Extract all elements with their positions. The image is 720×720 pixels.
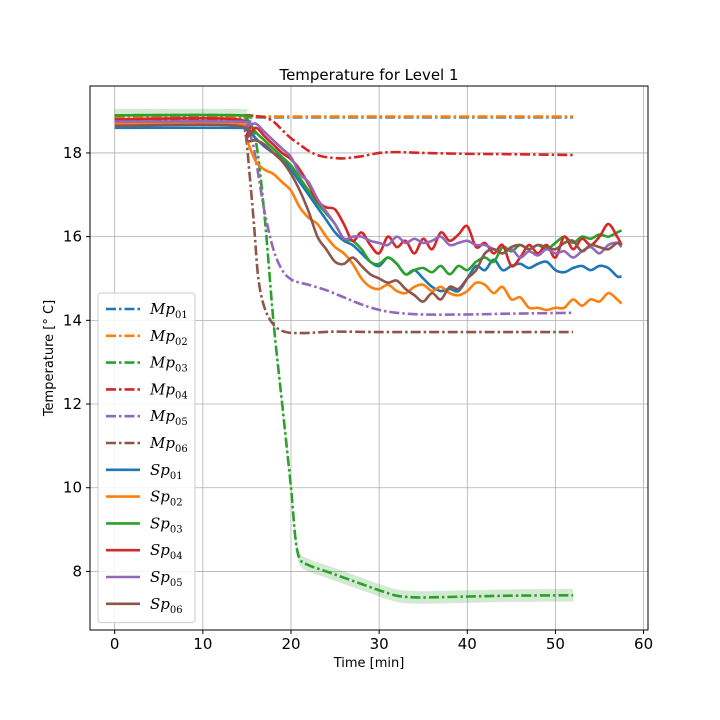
legend: Mp01 Mp02 Mp03 Mp04 Mp05 Mp06 Sp01 Sp02 Sp03 Sp04… <box>97 292 196 624</box>
x-tick-label: 30 <box>370 635 389 653</box>
series-line-mp04 <box>114 113 574 160</box>
legend-label: Mp04 <box>149 380 188 401</box>
x-tick-label: 50 <box>546 635 565 653</box>
legend-label: Mp02 <box>149 327 188 348</box>
x-axis-ticks: 0 10 20 30 40 50 60 <box>110 630 653 653</box>
y-axis-label: Temperature [° C] <box>42 300 57 417</box>
y-axis-ticks: 8 10 12 14 16 18 <box>63 144 90 580</box>
legend-label: Mp05 <box>149 407 188 428</box>
legend-label: Sp02 <box>150 488 183 509</box>
series-line-sp02 <box>114 121 623 312</box>
series-line-mp05 <box>114 117 574 316</box>
series-line-sp05 <box>114 119 623 259</box>
series-line-sp06 <box>114 123 623 303</box>
legend-label: Sp04 <box>150 541 183 562</box>
series-line-sp03 <box>114 113 623 276</box>
x-tick-label: 60 <box>634 635 653 653</box>
series-line-mp03 <box>114 113 574 599</box>
series-line-sp04 <box>114 116 623 268</box>
y-tick-label: 16 <box>63 228 82 246</box>
plot-frame <box>89 85 649 631</box>
legend-label: Sp05 <box>150 568 183 589</box>
x-tick-label: 40 <box>458 635 477 653</box>
legend-label: Mp01 <box>149 300 188 321</box>
legend-label: Mp03 <box>149 354 188 375</box>
y-tick-label: 14 <box>63 311 82 329</box>
chart-title: Temperature for Level 1 <box>278 66 458 84</box>
series-lines <box>114 113 623 599</box>
legend-label: Mp06 <box>149 434 188 455</box>
legend-label: Sp01 <box>150 461 183 482</box>
y-tick-label: 18 <box>63 144 82 162</box>
y-tick-label: 12 <box>63 395 82 413</box>
legend-label: Sp06 <box>150 595 183 616</box>
y-tick-label: 10 <box>63 479 82 497</box>
legend-box <box>97 292 196 624</box>
x-tick-label: 0 <box>110 635 120 653</box>
x-axis-label: Time [min] <box>333 656 405 671</box>
series-line-sp01 <box>114 126 622 293</box>
x-tick-label: 20 <box>281 635 300 653</box>
x-tick-label: 10 <box>193 635 212 653</box>
y-tick-label: 8 <box>72 562 82 580</box>
legend-label: Sp03 <box>150 514 183 535</box>
